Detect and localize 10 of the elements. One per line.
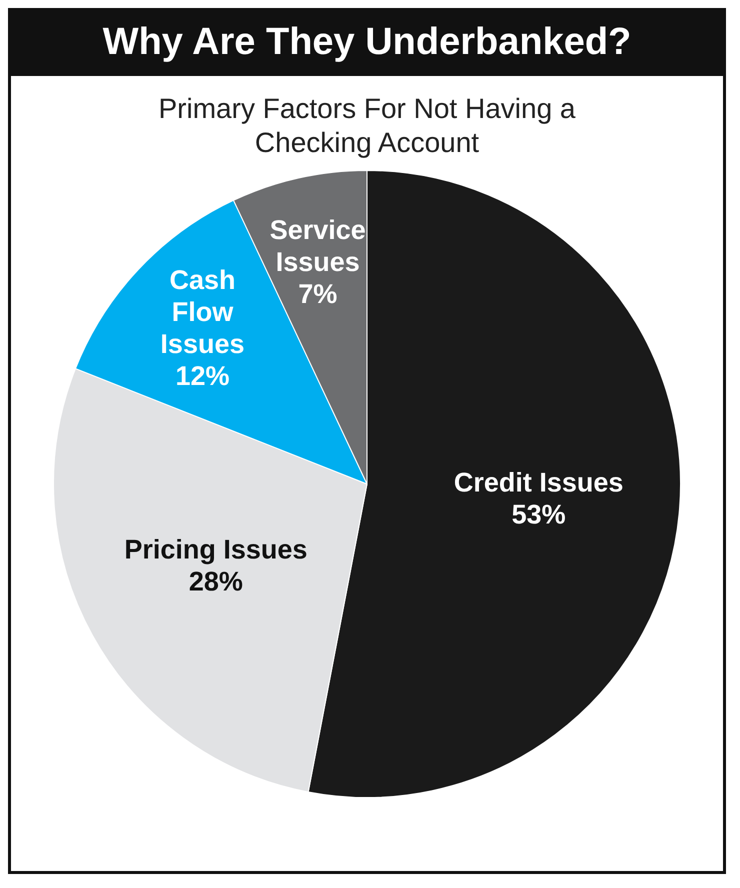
chart-title: Why Are They Underbanked?: [11, 11, 723, 76]
slice-label: Credit Issues: [454, 468, 624, 498]
slice-label: Pricing Issues: [124, 534, 308, 565]
data-label: 53%: [512, 500, 566, 530]
slice-label: Service Issues: [270, 215, 366, 278]
data-label: 28%: [188, 566, 243, 597]
chart-subtitle: Primary Factors For Not Having a Checking Account: [158, 92, 576, 160]
data-label: 7%: [298, 279, 338, 310]
slice-label: Cash Flow Issues: [160, 264, 244, 359]
data-label: 12%: [175, 360, 230, 391]
